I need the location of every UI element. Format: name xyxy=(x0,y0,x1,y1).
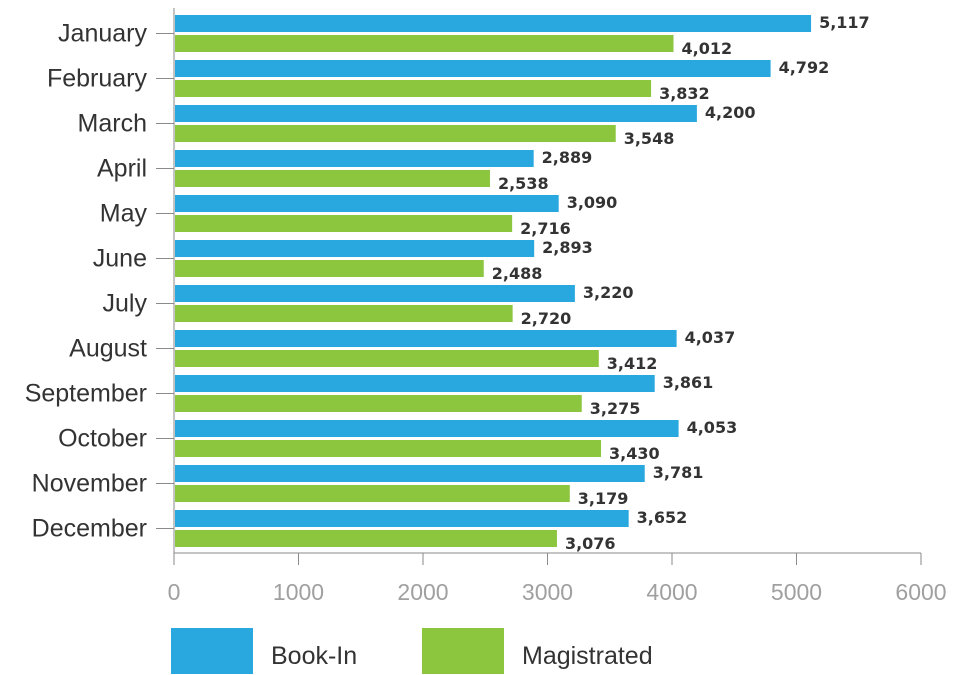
bar-book-in xyxy=(175,60,771,77)
bar-magistrated xyxy=(175,305,513,322)
legend-swatch xyxy=(171,628,253,674)
data-label: 3,179 xyxy=(578,489,629,508)
data-label: 2,893 xyxy=(542,238,593,257)
bar-magistrated xyxy=(175,80,652,97)
legend-swatch xyxy=(422,628,504,674)
bar-book-in xyxy=(175,465,645,482)
category-label: June xyxy=(93,245,147,273)
x-tick-label: 5000 xyxy=(771,579,822,605)
category-label: December xyxy=(32,515,147,543)
data-label: 4,037 xyxy=(685,328,736,347)
category-label: February xyxy=(47,65,148,93)
bar-magistrated xyxy=(175,530,557,547)
bar-book-in xyxy=(175,285,575,302)
category-label: September xyxy=(25,380,147,408)
category-label: April xyxy=(97,155,147,183)
bar-magistrated xyxy=(175,485,570,502)
data-label: 2,889 xyxy=(542,148,593,167)
bar-magistrated xyxy=(175,125,616,142)
category-label: October xyxy=(58,425,147,453)
data-label: 2,538 xyxy=(498,174,549,193)
bar-magistrated xyxy=(175,170,490,187)
data-label: 4,200 xyxy=(705,103,756,122)
data-label: 2,720 xyxy=(521,309,572,328)
x-tick-label: 1000 xyxy=(273,579,324,605)
legend-label: Magistrated xyxy=(522,642,653,670)
data-label: 5,117 xyxy=(819,13,870,32)
data-label: 2,716 xyxy=(520,219,571,238)
x-tick-label: 2000 xyxy=(397,579,448,605)
bar-book-in xyxy=(175,240,535,257)
category-label: May xyxy=(100,200,148,228)
data-label: 3,548 xyxy=(624,129,675,148)
bar-magistrated xyxy=(175,395,582,412)
bar-book-in xyxy=(175,375,655,392)
data-label: 3,275 xyxy=(590,399,641,418)
data-label: 3,652 xyxy=(637,508,688,527)
data-label: 3,220 xyxy=(583,283,634,302)
bar-book-in xyxy=(175,195,559,212)
x-tick-label: 0 xyxy=(168,579,181,605)
bar-book-in xyxy=(175,105,697,122)
data-label: 4,053 xyxy=(687,418,738,437)
data-label: 3,076 xyxy=(565,534,616,553)
data-label: 4,792 xyxy=(779,58,830,77)
data-label: 3,832 xyxy=(659,84,710,103)
data-label: 3,090 xyxy=(567,193,618,212)
category-label: November xyxy=(32,470,147,498)
category-label: July xyxy=(103,290,148,318)
bar-book-in xyxy=(175,150,534,167)
data-label: 4,012 xyxy=(681,39,732,58)
category-label: August xyxy=(69,335,147,363)
x-tick-label: 4000 xyxy=(646,579,697,605)
legend-label: Book-In xyxy=(271,642,357,670)
bar-book-in xyxy=(175,15,812,32)
data-label: 2,488 xyxy=(492,264,543,283)
bar-magistrated xyxy=(175,350,599,367)
data-label: 3,861 xyxy=(663,373,714,392)
bar-magistrated xyxy=(175,35,674,52)
bar-book-in xyxy=(175,510,629,527)
bar-book-in xyxy=(175,330,677,347)
data-label: 3,412 xyxy=(607,354,658,373)
bar-magistrated xyxy=(175,440,602,457)
x-tick-label: 3000 xyxy=(522,579,573,605)
x-tick-label: 6000 xyxy=(895,579,946,605)
data-label: 3,781 xyxy=(653,463,704,482)
bar-book-in xyxy=(175,420,679,437)
bar-magistrated xyxy=(175,260,484,277)
category-label: March xyxy=(78,110,147,138)
bar-magistrated xyxy=(175,215,513,232)
data-label: 3,430 xyxy=(609,444,660,463)
category-label: January xyxy=(58,20,147,48)
